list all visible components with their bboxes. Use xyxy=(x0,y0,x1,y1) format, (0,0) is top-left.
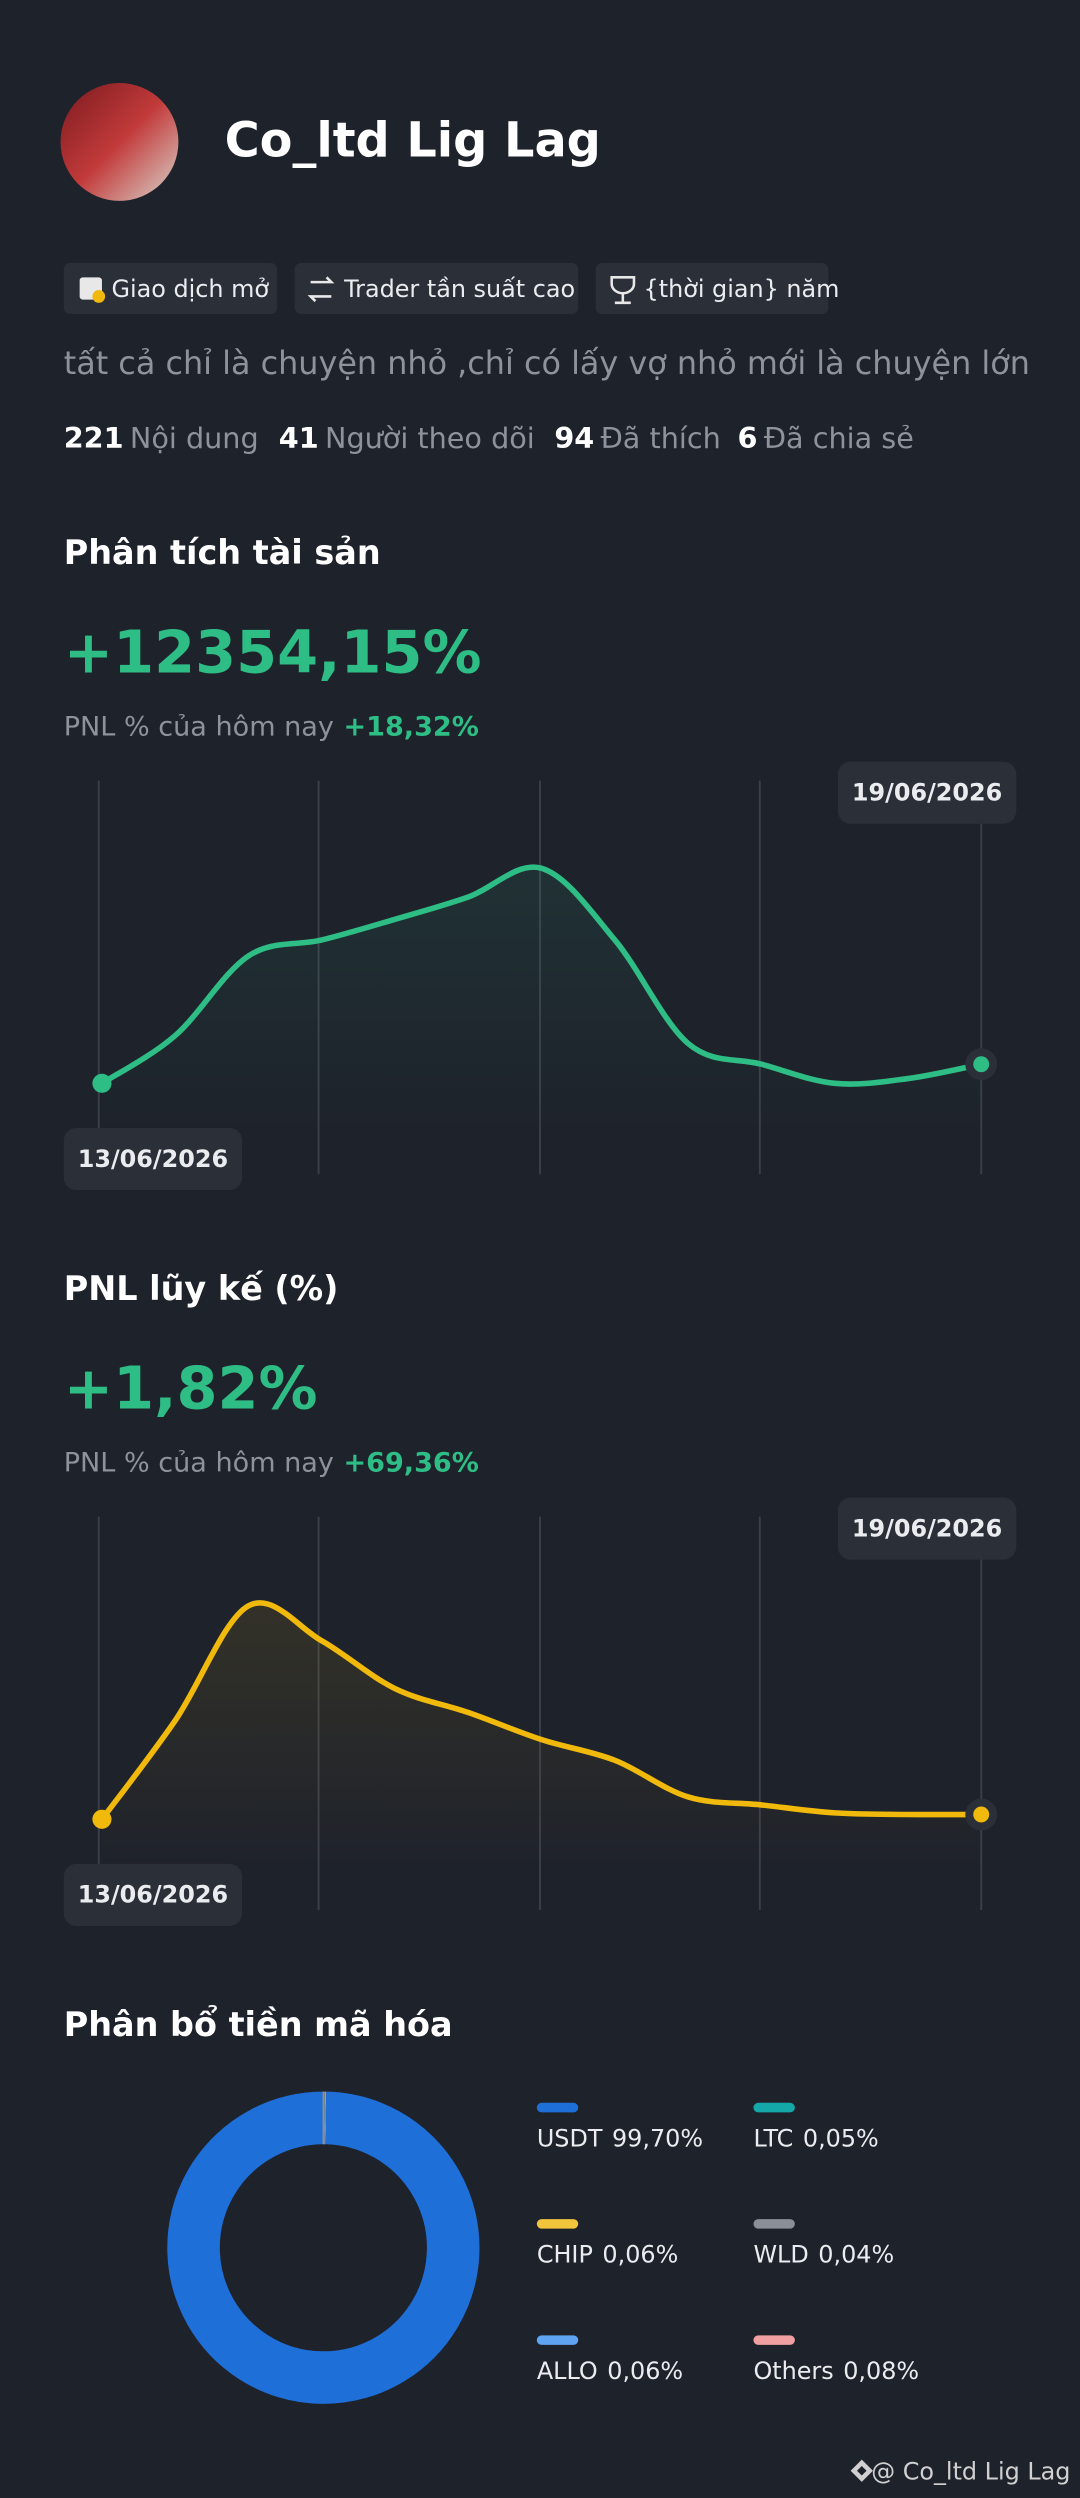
legend-swatch xyxy=(753,2335,795,2345)
subtitle: PNL % của hôm nay xyxy=(64,1448,334,1479)
legend-value: 0,05% xyxy=(803,2124,879,2152)
subtitle: PNL % của hôm nay xyxy=(64,712,334,743)
section-title: PNL lũy kế (%) xyxy=(64,1269,339,1308)
avatar[interactable] xyxy=(60,82,179,201)
stat-label: Người theo dõi xyxy=(325,421,535,455)
legend-name: LTC xyxy=(753,2124,793,2152)
stat-label: Nội dung xyxy=(130,421,259,455)
date-badge xyxy=(837,761,1017,824)
legend-name: Others xyxy=(753,2357,833,2385)
stat-label: Đã chia sẻ xyxy=(764,421,914,455)
stats: 221 Nội dung 41 Người theo dõi 94 Đã thích 6 Đã… xyxy=(64,421,914,455)
tag-label: Giao dịch mở xyxy=(112,275,270,303)
legend-value: 0,06% xyxy=(602,2241,678,2269)
tag[interactable] xyxy=(294,262,579,314)
tag[interactable] xyxy=(595,262,829,314)
legend-value: 99,70% xyxy=(612,2124,703,2152)
start-date: 13/06/2026 xyxy=(78,1145,228,1173)
tag-icon xyxy=(92,290,106,303)
donut-segment xyxy=(167,2091,480,2404)
headline-value: +1,82% xyxy=(64,1353,318,1422)
legend-value: 0,06% xyxy=(607,2357,683,2385)
stat-value: 221 xyxy=(64,421,124,455)
line xyxy=(99,1600,985,1823)
tag-label: Trader tần suất cao xyxy=(343,275,575,303)
tag-label: {thời gian} năm xyxy=(644,275,840,303)
bio: tất cả chỉ là chuyện nhỏ ,chỉ có lấy vợ … xyxy=(64,344,1030,382)
legend-value: 0,04% xyxy=(818,2241,894,2269)
stat-value: 94 xyxy=(554,421,594,455)
stat-value: 6 xyxy=(738,421,758,455)
today-value: +18,32% xyxy=(343,712,478,743)
legend-swatch xyxy=(536,2335,579,2345)
headline-value: +12354,15% xyxy=(64,618,482,687)
legend-name: USDT xyxy=(537,2124,603,2152)
start-date: 13/06/2026 xyxy=(78,1881,228,1909)
date-badge xyxy=(63,1863,243,1926)
legend-name: CHIP xyxy=(537,2241,593,2269)
tag-icon xyxy=(307,276,335,303)
tag-icon xyxy=(610,276,636,305)
end-dot xyxy=(973,1056,990,1073)
charts: Phân tích tài sản +12354,15% PNL % của hôm… xyxy=(63,533,1017,2404)
start-dot xyxy=(92,1073,112,1093)
end-date: 19/06/2026 xyxy=(852,778,1002,806)
legend-swatch xyxy=(536,2102,579,2113)
today-value: +69,36% xyxy=(343,1448,478,1479)
date-badge xyxy=(63,1127,243,1191)
profile-name: Co_ltd Lig Lag xyxy=(225,114,601,169)
legend-value: 0,08% xyxy=(843,2357,919,2385)
legend-swatch xyxy=(753,2102,795,2113)
area xyxy=(101,867,982,1135)
legend-name: WLD xyxy=(753,2241,808,2269)
legend-swatch xyxy=(753,2219,795,2229)
end-dot xyxy=(973,1806,990,1823)
stat-label: Đã thích xyxy=(601,421,721,455)
start-dot xyxy=(92,1809,112,1829)
stat-value: 41 xyxy=(279,421,319,455)
date-badge xyxy=(837,1497,1017,1560)
tag[interactable] xyxy=(63,262,278,314)
legend-swatch xyxy=(536,2219,579,2229)
line xyxy=(99,864,985,1087)
section-title: Phân tích tài sản xyxy=(64,533,381,572)
area xyxy=(101,1602,982,1871)
end-date: 19/06/2026 xyxy=(852,1514,1002,1542)
legend-name: ALLO xyxy=(537,2357,598,2385)
watermark: @ Co_ltd Lig Lag xyxy=(871,2457,1070,2485)
section-title: Phân bổ tiền mã hóa xyxy=(64,2004,453,2044)
